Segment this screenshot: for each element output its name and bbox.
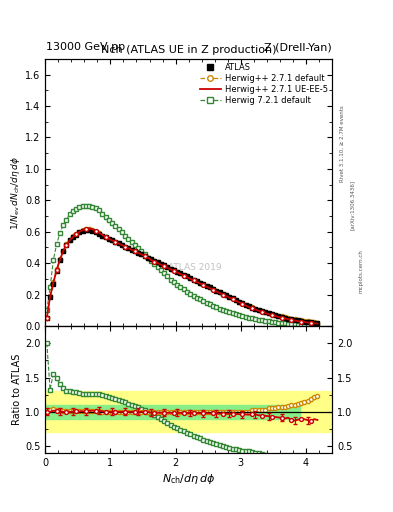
Y-axis label: $1/N_{\rm ev}\,dN_{\rm ch}/d\eta\,d\phi$: $1/N_{\rm ev}\,dN_{\rm ch}/d\eta\,d\phi$ [9,155,22,229]
X-axis label: $N_{\rm ch}/d\eta\,d\phi$: $N_{\rm ch}/d\eta\,d\phi$ [162,472,215,486]
Text: mcplots.cern.ch: mcplots.cern.ch [358,249,363,293]
Text: Rivet 3.1.10, ≥ 2.7M events: Rivet 3.1.10, ≥ 2.7M events [340,105,345,182]
Y-axis label: Ratio to ATLAS: Ratio to ATLAS [12,354,22,425]
Title: Nch (ATLAS UE in Z production): Nch (ATLAS UE in Z production) [101,46,276,55]
Text: Z (Drell-Yan): Z (Drell-Yan) [264,42,332,52]
Text: ATLAS 2019: ATLAS 2019 [167,263,221,272]
Text: 13000 GeV pp: 13000 GeV pp [46,42,125,52]
Text: [arXiv:1306.3436]: [arXiv:1306.3436] [350,180,354,230]
Legend: ATLAS, Herwig++ 2.7.1 default, Herwig++ 2.7.1 UE-EE-5, Herwig 7.2.1 default: ATLAS, Herwig++ 2.7.1 default, Herwig++ … [198,61,330,107]
